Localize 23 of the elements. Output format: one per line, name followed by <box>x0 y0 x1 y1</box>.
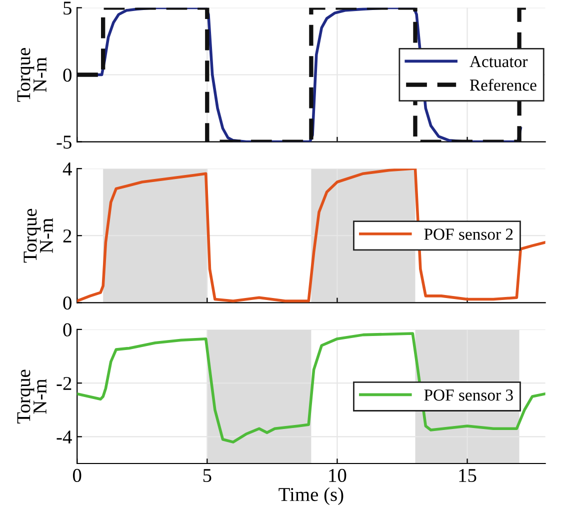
y-axis-title: Torque N-m <box>17 48 46 102</box>
x-tick-label: 15 <box>459 469 476 482</box>
x-axis-title: Time (s) <box>278 487 344 506</box>
y-tick-label: -5 <box>56 136 72 149</box>
y-tick-label: -2 <box>56 376 72 390</box>
y-tick-label: 2 <box>63 229 72 242</box>
y-axis-title: Torque N-m <box>24 208 53 263</box>
legend-label: POF sensor 2 <box>424 228 513 240</box>
y-tick-label: 0 <box>63 296 72 310</box>
legend-label: POF sensor 3 <box>424 389 513 401</box>
y-tick-label: 4 <box>62 162 72 176</box>
x-tick-label: 10 <box>329 468 346 482</box>
x-tick-label: 0 <box>72 468 82 482</box>
x-tick-label: 5 <box>203 469 212 482</box>
legend-label: Reference <box>470 78 536 91</box>
y-axis-title: Torque N-m <box>17 370 46 424</box>
y-tick-label: 5 <box>64 2 72 15</box>
legend-label: Actuator <box>470 56 528 68</box>
line-series <box>77 168 546 302</box>
y-tick-label: 0 <box>63 323 72 336</box>
y-tick-label: -4 <box>56 430 72 444</box>
y-tick-label: 0 <box>63 68 72 82</box>
line-series <box>77 332 546 444</box>
